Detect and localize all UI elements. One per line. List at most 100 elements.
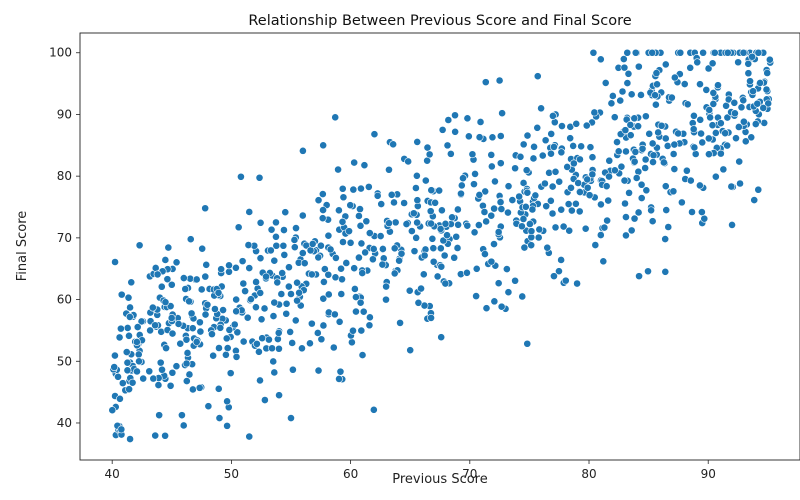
data-point [504,208,512,217]
data-point [185,370,194,379]
data-point [215,414,224,422]
y-tick-label: 90 [57,107,72,121]
data-point [754,48,763,57]
data-point [734,58,743,67]
data-point [567,183,575,192]
data-point [622,147,630,156]
data-point [413,138,422,146]
data-point [266,246,275,255]
data-point [390,269,399,278]
data-point [110,363,119,371]
data-point [470,180,478,189]
data-point [232,307,241,316]
data-point [352,293,360,301]
data-point [555,177,564,186]
data-point [711,172,720,181]
data-point [494,228,503,236]
data-point [557,148,566,157]
data-point [642,186,651,195]
data-point [126,303,134,312]
data-point [230,320,239,329]
data-point [714,81,722,90]
data-point [472,264,481,273]
data-point [164,243,173,252]
data-point [596,55,605,64]
data-point [201,310,210,319]
data-point [203,300,212,309]
data-point [516,152,525,161]
data-point [356,205,364,214]
data-point [407,227,416,235]
data-point [620,63,629,72]
data-point [348,338,356,347]
data-point [651,91,659,100]
data-point [521,202,530,211]
data-point [357,326,366,335]
data-point [176,339,185,348]
data-point [661,134,670,143]
data-point [286,327,295,336]
data-point [751,120,760,128]
data-point [736,179,744,188]
data-point [385,165,393,174]
data-point [174,320,183,328]
data-point [396,318,404,327]
data-point [222,334,231,343]
data-point [474,221,483,229]
data-point [427,219,435,228]
data-point [275,344,283,353]
y-axis-label: Final Score [15,211,30,282]
data-point [413,218,422,227]
data-point [186,274,195,283]
data-point [737,103,746,112]
data-point [352,307,360,316]
data-point [581,224,590,233]
data-point [324,231,333,240]
data-point [750,196,759,204]
data-point [202,260,211,269]
data-point [530,142,538,151]
data-point [670,165,679,173]
data-point [262,272,270,281]
data-point [765,55,774,64]
data-point [550,272,558,281]
data-point [360,161,369,170]
data-point [222,350,230,359]
data-point [463,114,472,123]
data-point [634,62,643,71]
data-point [644,267,652,276]
data-point [179,421,188,430]
data-point [260,304,269,313]
data-point [444,116,453,124]
data-point [378,245,387,253]
data-point [429,244,438,253]
data-point [635,272,643,281]
data-point [494,279,503,288]
data-point [651,100,660,109]
data-point [748,52,756,61]
data-point [223,397,231,406]
data-point [721,129,730,138]
data-point [515,192,524,201]
data-point [664,223,673,231]
data-point [438,206,446,215]
data-point [158,365,166,374]
data-point [688,208,696,216]
data-point [413,196,422,205]
data-point [233,328,242,337]
data-point [719,165,728,174]
data-point [637,180,646,189]
data-point [153,270,162,279]
data-point [762,85,771,94]
data-point [682,166,691,175]
data-point [139,374,148,383]
data-point [441,279,450,288]
data-point [582,121,591,130]
data-point [448,213,456,222]
data-point [409,209,418,218]
data-point [508,196,517,204]
data-point [436,244,445,253]
data-point [330,310,339,319]
data-point [279,241,288,250]
data-point [362,217,371,226]
